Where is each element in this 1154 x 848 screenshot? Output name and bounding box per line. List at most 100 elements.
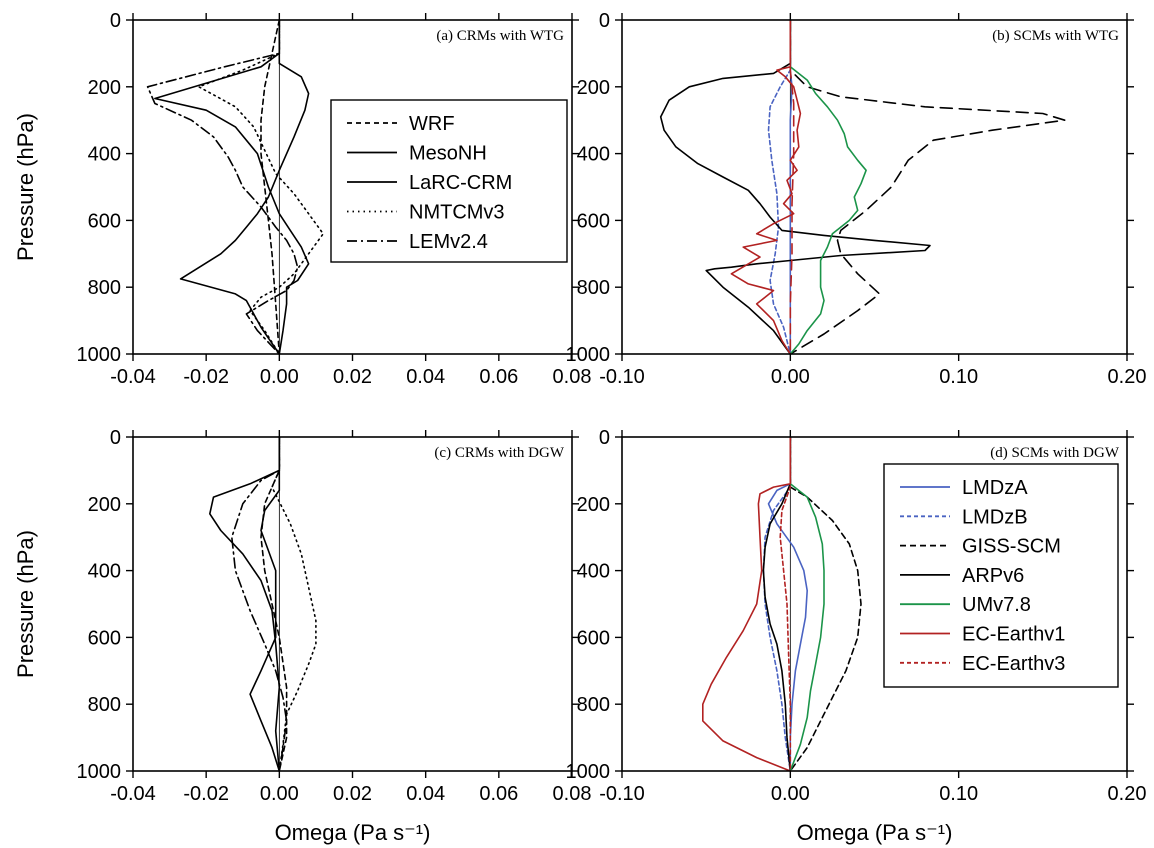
- legend-label: EC-Earthv3: [962, 653, 1065, 675]
- panel-c: -0.04 -0.02 0.00 0.02 0.04 0.06 0.08 0 200 400 600…: [13, 427, 591, 845]
- x-axis-label: Omega (Pa s⁻¹): [797, 820, 953, 845]
- series-group: [209, 436, 317, 772]
- y-tick-label: 1000: [77, 344, 122, 366]
- panel-b: -0.10 0.00 0.10 0.20 0 200 400 600 800 1000 (b) SC…: [566, 10, 1147, 388]
- y-tick-label: 600: [88, 210, 121, 232]
- y-tick-label: 400: [577, 561, 610, 583]
- plot-frame: [621, 436, 1128, 772]
- y-tick-label: 1000: [566, 344, 611, 366]
- legend-label: LaRC-CRM: [409, 172, 512, 194]
- legend-label: MesoNH: [409, 143, 487, 165]
- y-tick-label: 400: [88, 144, 121, 166]
- series-line-giss-scm: [789, 19, 1066, 355]
- series-line-mesonh: [179, 19, 310, 355]
- y-tick-label: 800: [577, 277, 610, 299]
- y-tick-label: 0: [110, 427, 121, 449]
- x-axis-label: Omega (Pa s⁻¹): [275, 820, 431, 845]
- panel-title: (b) SCMs with WTG: [992, 28, 1119, 44]
- plot-frame: [132, 436, 573, 772]
- legend: WRF MesoNH LaRC-CRM NMTCMv3 LEMv2.4: [330, 99, 568, 263]
- x-tick-label: -0.10: [599, 366, 645, 388]
- x-tick-label: 0.10: [939, 366, 978, 388]
- x-tick-label: -0.02: [183, 783, 229, 805]
- legend-label: LEMv2.4: [409, 231, 488, 253]
- y-tick-label: 200: [577, 77, 610, 99]
- series-line-ec-earthv1: [730, 19, 802, 355]
- series-line-giss-scm: [789, 436, 862, 772]
- panel-d: -0.10 0.00 0.10 0.20 0 200 400 600 800 1000 (d) SC…: [566, 427, 1147, 845]
- legend-label: NMTCMv3: [409, 202, 505, 224]
- series-line-mesonh: [249, 436, 281, 772]
- panel-title: (c) CRMs with DGW: [434, 445, 564, 461]
- x-tick-label: 0.20: [1108, 366, 1147, 388]
- series-group: [146, 19, 324, 355]
- x-tick-label: -0.04: [110, 783, 156, 805]
- legend-label: LMDzB: [962, 506, 1028, 528]
- series-line-umv7-8: [789, 436, 825, 772]
- legend-box: [330, 99, 568, 263]
- y-tick-label: 200: [577, 494, 610, 516]
- y-tick-label: 800: [577, 694, 610, 716]
- y-tick-label: 0: [599, 427, 610, 449]
- legend: LMDzA LMDzB GISS-SCM ARPv6 UMv7.8 EC-Earthv1 E…: [883, 463, 1119, 688]
- legend-label: WRF: [409, 113, 455, 135]
- series-line-arpv6: [762, 436, 792, 772]
- series-group: [659, 19, 1066, 355]
- series-line-arpv6: [659, 19, 931, 355]
- series-line-larc-crm: [209, 436, 281, 772]
- series-line-larc-crm: [154, 19, 310, 355]
- y-tick-label: 600: [577, 210, 610, 232]
- x-tick-label: -0.04: [110, 366, 156, 388]
- x-tick-label: 0.02: [333, 366, 372, 388]
- x-tick-label: 0.06: [479, 783, 518, 805]
- plot-frame: [621, 19, 1128, 355]
- y-tick-label: 800: [88, 694, 121, 716]
- y-tick-label: 600: [88, 627, 121, 649]
- x-tick-label: 0.02: [333, 783, 372, 805]
- panel-a: -0.04 -0.02 0.00 0.02 0.04 0.06 0.08 0 200 400 600…: [13, 10, 591, 388]
- series-line-ec-earthv1: [702, 436, 792, 772]
- legend-label: ARPv6: [962, 565, 1024, 587]
- series-line-umv7-8: [789, 19, 867, 355]
- y-tick-label: 0: [599, 10, 610, 32]
- x-tick-label: 0.00: [771, 366, 810, 388]
- x-tick-label: -0.10: [599, 783, 645, 805]
- y-tick-label: 400: [88, 561, 121, 583]
- series-group: [702, 436, 862, 772]
- x-tick-label: 0.04: [406, 366, 445, 388]
- legend-label: LMDzA: [962, 477, 1028, 499]
- series-line-nmtcmv3: [198, 19, 324, 355]
- y-axis-label: Pressure (hPa): [13, 113, 38, 261]
- y-tick-label: 1000: [566, 761, 611, 783]
- series-line-lmdzb: [762, 436, 792, 772]
- series-line-wrf: [260, 19, 281, 355]
- x-tick-label: 0.00: [260, 366, 299, 388]
- y-tick-label: 1000: [77, 761, 122, 783]
- x-tick-label: 0.08: [553, 366, 592, 388]
- y-axis-label: Pressure (hPa): [13, 530, 38, 678]
- y-tick-label: 0: [110, 10, 121, 32]
- x-tick-label: 0.08: [553, 783, 592, 805]
- legend-label: UMv7.8: [962, 594, 1031, 616]
- x-tick-label: 0.10: [939, 783, 978, 805]
- x-tick-label: -0.02: [183, 366, 229, 388]
- series-line-ec-earthv3: [789, 19, 795, 355]
- legend-label: GISS-SCM: [962, 536, 1061, 558]
- x-tick-label: 0.00: [260, 783, 299, 805]
- y-tick-label: 800: [88, 277, 121, 299]
- legend-label: EC-Earthv1: [962, 624, 1065, 646]
- y-tick-label: 600: [577, 627, 610, 649]
- series-line-nmtcmv3: [271, 436, 317, 772]
- panel-title: (d) SCMs with DGW: [990, 445, 1120, 461]
- y-tick-label: 400: [577, 144, 610, 166]
- series-line-lemv2-4: [231, 436, 288, 772]
- panel-title: (a) CRMs with WTG: [436, 28, 564, 44]
- series-line-lmdza: [767, 436, 808, 772]
- y-tick-label: 200: [88, 77, 121, 99]
- x-tick-label: 0.04: [406, 783, 445, 805]
- y-tick-label: 200: [88, 494, 121, 516]
- series-line-lemv2-4: [146, 19, 299, 355]
- series-line-ec-earthv3: [779, 436, 792, 772]
- x-tick-label: 0.00: [771, 783, 810, 805]
